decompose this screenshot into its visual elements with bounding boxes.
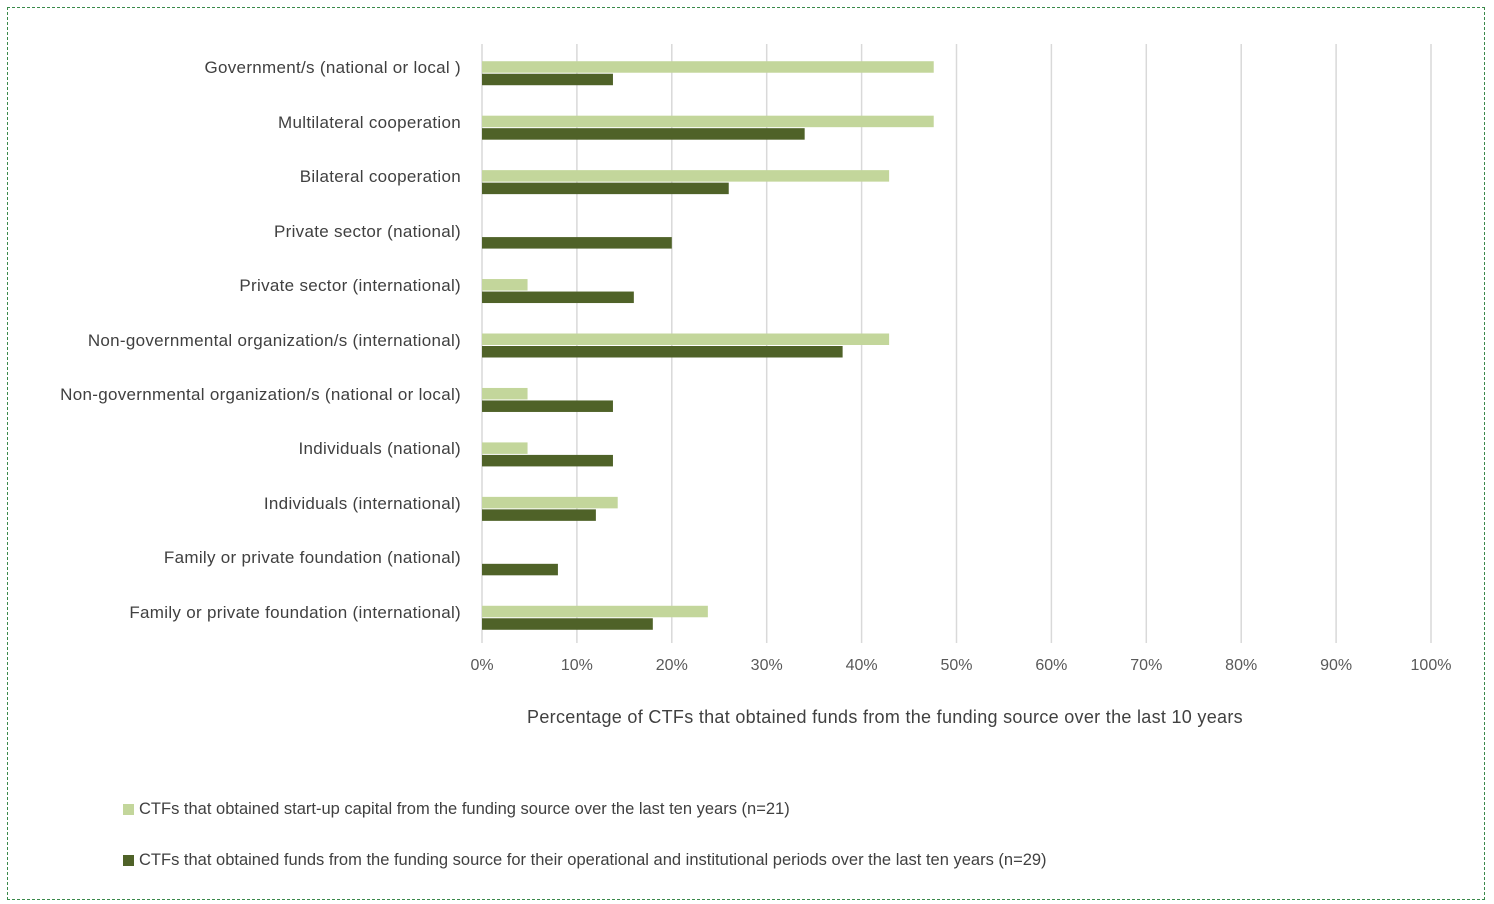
- category-label: Family or private foundation (national): [163, 548, 461, 568]
- bar-series-0-cat-0: [482, 61, 934, 73]
- legend-label-startup: CTFs that obtained start-up capital from…: [139, 800, 790, 818]
- category-label: Non-governmental organization/s (interna…: [87, 330, 461, 350]
- bar-series-1-cat-4: [482, 291, 634, 304]
- x-tick-label: 70%: [1130, 657, 1163, 674]
- bar-series-1-cat-8: [482, 509, 596, 521]
- category-label: Bilateral cooperation: [299, 167, 461, 187]
- bar-series-0-cat-8: [482, 496, 618, 509]
- x-tick-label: 100%: [1410, 657, 1452, 674]
- legend-label-operational: CTFs that obtained funds from the fundin…: [139, 851, 1047, 869]
- bar-series-1-cat-10: [482, 618, 653, 630]
- chart-frame: [7, 7, 1485, 900]
- x-tick-label: 50%: [940, 657, 973, 674]
- bar-series-1-cat-1: [482, 128, 805, 140]
- category-label: Private sector (international): [239, 276, 461, 296]
- x-tick-label: 80%: [1225, 657, 1258, 674]
- bar-series-1-cat-5: [482, 346, 843, 358]
- x-tick-label: 20%: [655, 657, 688, 674]
- bar-series-1-cat-7: [482, 454, 613, 467]
- bar-series-0-cat-7: [482, 442, 528, 454]
- x-tick-label: 10%: [560, 657, 593, 674]
- category-label: Private sector (national): [273, 221, 461, 241]
- legend-swatch-operational: [123, 855, 134, 866]
- category-label: Individuals (national): [298, 439, 461, 459]
- bar-series-1-cat-2: [482, 182, 729, 195]
- x-axis-title: Percentage of CTFs that obtained funds f…: [527, 707, 1243, 727]
- bar-series-1-cat-0: [482, 73, 613, 86]
- x-tick-label: 0%: [470, 657, 494, 674]
- bar-series-0-cat-4: [482, 279, 528, 291]
- category-label: Multilateral cooperation: [278, 112, 461, 132]
- legend-item-startup: CTFs that obtained start-up capital from…: [123, 800, 790, 819]
- bar-series-0-cat-10: [482, 605, 708, 618]
- bar-series-0-cat-1: [482, 115, 934, 128]
- bar-series-1-cat-9: [482, 563, 558, 576]
- legend-swatch-startup: [123, 804, 134, 815]
- category-label: Non-governmental organization/s (nationa…: [60, 384, 461, 404]
- category-label: Individuals (international): [263, 493, 461, 513]
- legend-item-operational: CTFs that obtained funds from the fundin…: [123, 851, 1047, 870]
- bar-series-1-cat-3: [482, 237, 672, 249]
- bar-series-0-cat-5: [482, 333, 890, 345]
- x-tick-label: 30%: [750, 657, 783, 674]
- bar-series-0-cat-6: [482, 387, 528, 400]
- x-tick-label: 40%: [845, 657, 878, 674]
- x-tick-label: 90%: [1320, 657, 1353, 674]
- bar-series-0-cat-2: [482, 170, 890, 182]
- category-label: Family or private foundation (internatio…: [129, 602, 461, 622]
- category-label: Government/s (national or local ): [204, 58, 461, 78]
- x-tick-label: 60%: [1035, 657, 1068, 674]
- bar-series-1-cat-6: [482, 400, 613, 412]
